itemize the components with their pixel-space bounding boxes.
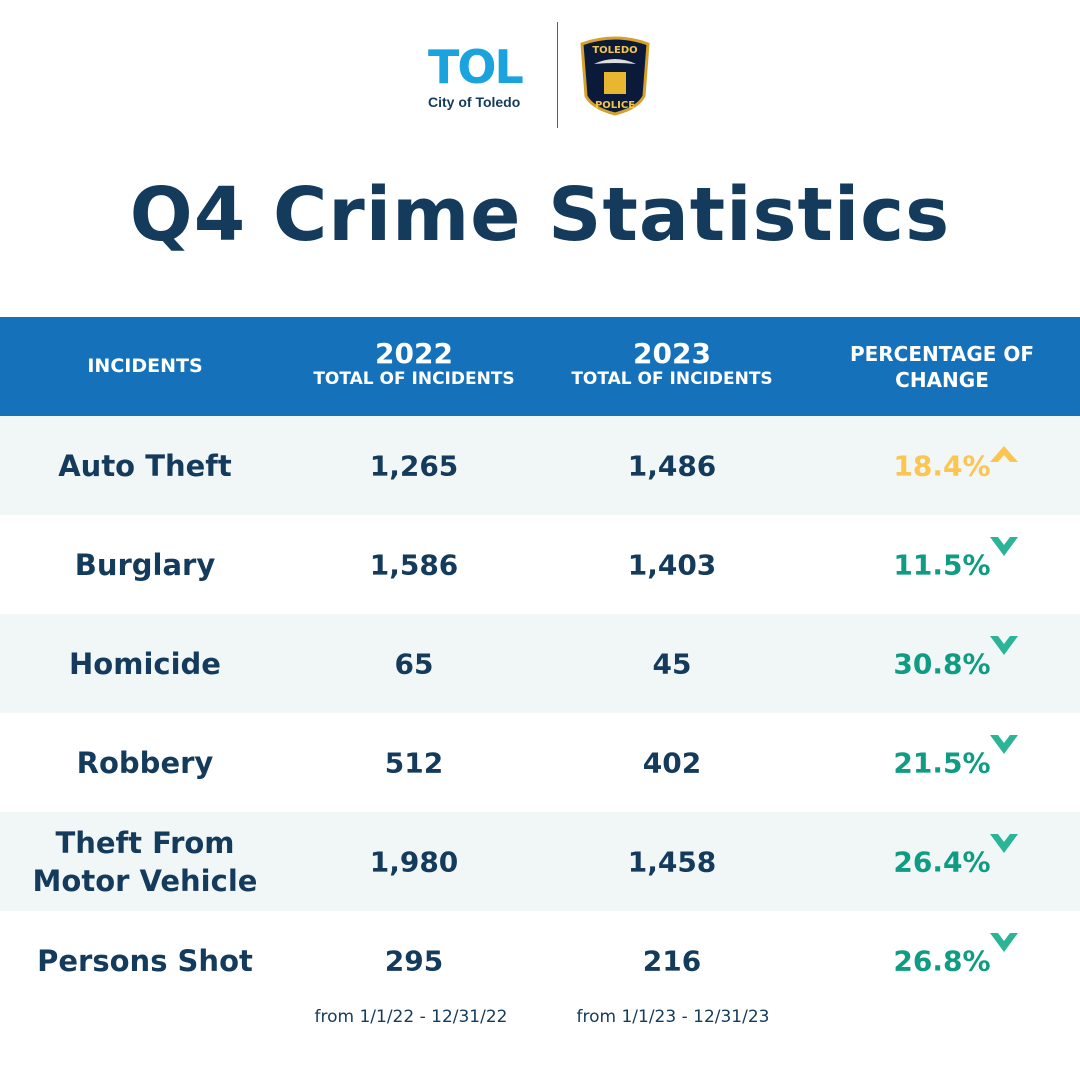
value-2022: 65 [394, 647, 434, 680]
percent-change: 26.4% [893, 845, 991, 878]
header-2022-year: 2022 [375, 337, 453, 370]
city-label: City of Toledo [428, 94, 521, 110]
percent-change: 30.8% [893, 647, 991, 680]
incident-name: Auto Theft [58, 448, 232, 483]
percent-change: 21.5% [893, 746, 991, 779]
footnote-2023: from 1/1/23 - 12/31/23 [576, 1007, 770, 1027]
incident-name: Robbery [76, 745, 214, 780]
svg-text:TOLEDO: TOLEDO [592, 45, 637, 56]
value-2022: 295 [384, 944, 444, 977]
tol-wordmark: TOL [428, 40, 524, 94]
table-header: INCIDENTS 2022 TOTAL OF INCIDENTS 2023 TOT… [0, 317, 1080, 416]
incident-name: Persons Shot [37, 943, 253, 978]
percent-change: 18.4% [893, 449, 991, 482]
svg-text:POLICE: POLICE [595, 100, 635, 111]
value-2023: 1,403 [627, 548, 717, 581]
header-percentage: PERCENTAGE OF CHANGE [849, 342, 1035, 392]
value-2022: 1,586 [369, 548, 459, 581]
header-2023: 2023 TOTAL OF INCIDENTS [571, 337, 773, 390]
header-2023-sub: TOTAL OF INCIDENTS [571, 369, 773, 389]
table-row: Theft From Motor Vehicle 1,980 1,458 26.… [0, 812, 1080, 911]
value-2022: 1,265 [369, 449, 459, 482]
incident-name: Burglary [74, 547, 216, 582]
table-row: Persons Shot 295 216 26.8% [0, 911, 1080, 1010]
value-2023: 1,458 [627, 845, 717, 878]
divider [557, 22, 558, 128]
percent-change: 11.5% [893, 548, 991, 581]
value-2023: 45 [652, 647, 692, 680]
footnote-2022: from 1/1/22 - 12/31/22 [314, 1007, 508, 1027]
arrow-down-icon [990, 537, 1018, 556]
arrow-down-icon [990, 636, 1018, 655]
police-badge-icon: TOLEDO POLICE [580, 36, 650, 116]
value-2023: 1,486 [627, 449, 717, 482]
arrow-down-icon [990, 933, 1018, 952]
table-row: Robbery 512 402 21.5% [0, 713, 1080, 812]
incident-name: Theft From Motor Vehicle [32, 825, 258, 898]
city-of-toledo-logo: TOL City of Toledo [428, 44, 540, 110]
header-2022: 2022 TOTAL OF INCIDENTS [313, 337, 515, 390]
arrow-up-icon [990, 446, 1018, 462]
value-2023: 216 [642, 944, 702, 977]
arrow-down-icon [990, 735, 1018, 754]
logo-header: TOL City of Toledo TOLEDO POLICE [0, 22, 1080, 132]
value-2022: 512 [384, 746, 444, 779]
value-2023: 402 [642, 746, 702, 779]
header-incidents: INCIDENTS [87, 355, 203, 377]
table-row: Homicide 65 45 30.8% [0, 614, 1080, 713]
arrow-down-icon [990, 834, 1018, 853]
header-2023-year: 2023 [633, 337, 711, 370]
table-row: Auto Theft 1,265 1,486 18.4% [0, 416, 1080, 515]
value-2022: 1,980 [369, 845, 459, 878]
table-row: Burglary 1,586 1,403 11.5% [0, 515, 1080, 614]
header-2022-sub: TOTAL OF INCIDENTS [313, 369, 515, 389]
incident-name: Homicide [69, 646, 221, 681]
percent-change: 26.8% [893, 944, 991, 977]
page-title: Q4 Crime Statistics [129, 172, 951, 258]
